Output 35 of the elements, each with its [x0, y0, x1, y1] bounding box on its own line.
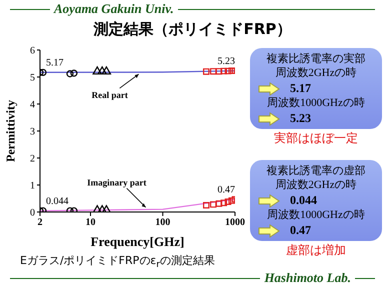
text: Eガラス/ポリイミドFRPのε$_{r}$の測定結果 — [20, 253, 215, 270]
text: 複素比誘電率の実部 — [266, 51, 366, 66]
text: 実部はほぼ一定 — [273, 131, 359, 146]
text: 周波数2GHzの時 — [274, 66, 358, 81]
x-tick-label: 1000 — [225, 217, 245, 228]
text: 0.044 — [290, 193, 317, 208]
text: 複素比誘電率の虚部 — [266, 163, 366, 178]
text: 0.47 — [290, 223, 311, 238]
text: 周波数1000GHzの時 — [266, 208, 366, 223]
text: 5.17 — [290, 81, 311, 96]
y-tick-label: 2 — [30, 154, 35, 165]
y-tick-label: 1 — [30, 180, 35, 192]
y-tick-label: 3 — [30, 126, 35, 138]
y-tick-label: 6 — [30, 46, 35, 57]
text: Hashimoto Lab. — [260, 270, 355, 286]
annotation: 0.044 — [46, 196, 68, 207]
x-tick-label: 2 — [38, 217, 42, 228]
text: 周波数2GHzの時 — [274, 178, 358, 193]
chart-title: 測定結果（ポリイミドFRP） — [92, 20, 292, 39]
annotation: 5.17 — [46, 57, 64, 68]
annotation: Imaginary part — [87, 177, 146, 188]
x-tick-label: 100 — [155, 217, 170, 228]
annotation: 5.23 — [218, 56, 235, 67]
annotation: Real part — [92, 90, 128, 100]
annotation: 0.47 — [218, 184, 235, 196]
y-tick-label: 5 — [30, 72, 35, 84]
text: 周波数1000GHzの時 — [266, 96, 366, 111]
text: 虚部は増加 — [285, 243, 347, 258]
text: 5.23 — [290, 111, 311, 126]
x-tick-label: 10 — [86, 217, 96, 228]
y-tick-label: 4 — [30, 100, 35, 111]
y-axis-title: Permittivity — [3, 100, 18, 162]
text: Aoyama Gakuin Univ. — [50, 1, 178, 17]
x-axis-title: Frequency[GHz] — [90, 234, 184, 249]
y-tick-label: 0 — [30, 208, 35, 219]
